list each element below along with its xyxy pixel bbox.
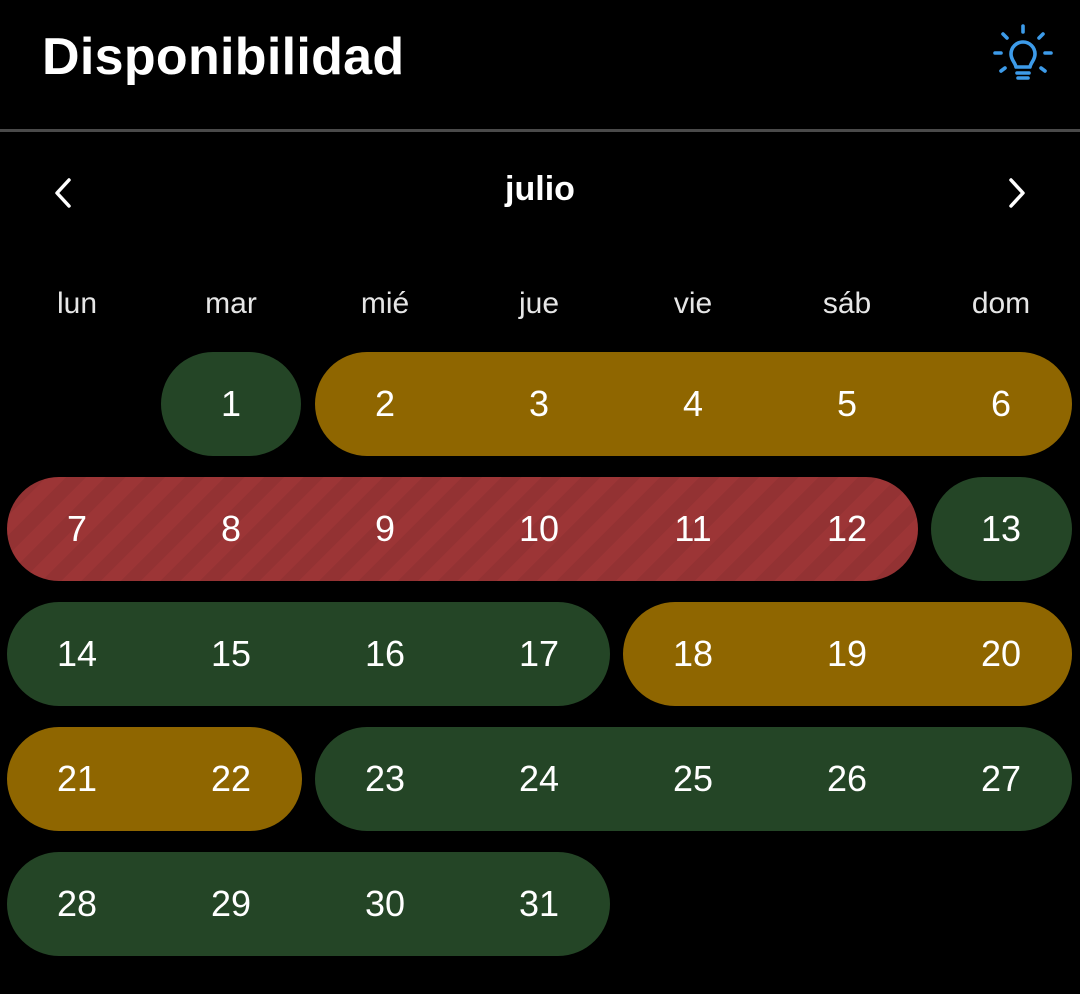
availability-range-available bbox=[7, 602, 610, 706]
weekday-fri: vie bbox=[673, 287, 713, 320]
calendar-day[interactable]: 15 bbox=[210, 633, 252, 674]
weekday-mon: lun bbox=[56, 287, 98, 320]
availability-range-partial bbox=[315, 352, 1072, 456]
calendar-day[interactable]: 12 bbox=[826, 508, 868, 549]
calendar-day[interactable]: 13 bbox=[980, 508, 1022, 549]
chevron-left-icon[interactable] bbox=[38, 168, 88, 218]
calendar-day[interactable]: 11 bbox=[674, 508, 712, 549]
calendar-day[interactable]: 18 bbox=[672, 633, 714, 674]
calendar-day[interactable]: 28 bbox=[56, 883, 98, 924]
calendar-day[interactable]: 6 bbox=[990, 383, 1012, 424]
calendar-day[interactable]: 8 bbox=[220, 508, 242, 549]
weekday-sun: dom bbox=[971, 287, 1031, 320]
calendar-day[interactable]: 23 bbox=[364, 758, 406, 799]
weekday-thu: jue bbox=[518, 287, 560, 320]
calendar-day[interactable]: 14 bbox=[56, 633, 98, 674]
lightbulb-icon[interactable] bbox=[990, 22, 1056, 88]
app-header: Disponibilidad bbox=[0, 0, 1080, 132]
chevron-right-icon[interactable] bbox=[992, 168, 1042, 218]
calendar-day[interactable]: 10 bbox=[518, 508, 560, 549]
calendar-day[interactable]: 24 bbox=[518, 758, 560, 799]
calendar-day[interactable]: 17 bbox=[518, 633, 560, 674]
calendar-day[interactable]: 27 bbox=[980, 758, 1022, 799]
calendar-day[interactable]: 16 bbox=[364, 633, 406, 674]
calendar-day[interactable]: 22 bbox=[210, 758, 252, 799]
availability-range-unavailable bbox=[7, 477, 918, 581]
availability-range-available bbox=[931, 477, 1072, 581]
availability-range-available bbox=[161, 352, 301, 456]
calendar-day[interactable]: 7 bbox=[66, 508, 88, 549]
calendar-day[interactable]: 26 bbox=[826, 758, 868, 799]
month-title: julio bbox=[505, 170, 575, 208]
calendar-day[interactable]: 1 bbox=[220, 383, 242, 424]
calendar-day[interactable]: 9 bbox=[374, 508, 396, 549]
calendar-day[interactable]: 19 bbox=[826, 633, 868, 674]
calendar-day[interactable]: 21 bbox=[56, 758, 98, 799]
calendar-day[interactable]: 31 bbox=[518, 883, 560, 924]
calendar-day[interactable]: 4 bbox=[682, 383, 704, 424]
calendar-day[interactable]: 29 bbox=[210, 883, 252, 924]
weekday-wed: mié bbox=[360, 287, 410, 320]
weekday-sat: sáb bbox=[822, 287, 872, 320]
calendar-day[interactable]: 30 bbox=[364, 883, 406, 924]
availability-range-partial bbox=[7, 727, 302, 831]
calendar-day[interactable]: 3 bbox=[528, 383, 550, 424]
availability-range-available bbox=[315, 727, 1072, 831]
calendar-day[interactable]: 20 bbox=[980, 633, 1022, 674]
page-title: Disponibilidad bbox=[42, 28, 405, 86]
calendar-day[interactable]: 5 bbox=[836, 383, 858, 424]
availability-range-available bbox=[7, 852, 610, 956]
availability-range-partial bbox=[623, 602, 1072, 706]
calendar-day[interactable]: 25 bbox=[672, 758, 714, 799]
weekday-tue: mar bbox=[205, 287, 257, 320]
calendar-day[interactable]: 2 bbox=[374, 383, 396, 424]
